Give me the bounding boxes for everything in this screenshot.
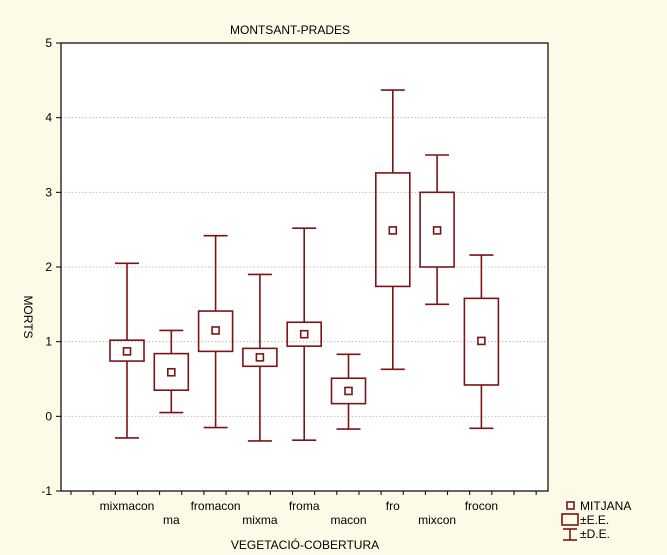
- y-axis: -1 0 1 2 3 4 5: [41, 36, 61, 498]
- mean-marker: [477, 336, 486, 346]
- legend: MITJANA±E.E.±D.E.: [561, 499, 631, 541]
- se-box: [242, 347, 278, 368]
- x-axis-label: VEGETACIÓ-COBERTURA: [231, 537, 379, 552]
- y-tick-label: 2: [45, 260, 52, 274]
- gridlines: [61, 117, 548, 417]
- x-tick-label: mixma: [242, 513, 278, 527]
- se-box: [286, 321, 323, 347]
- box-group: [242, 273, 278, 442]
- mean-marker: [167, 367, 176, 377]
- x-tick-label: fromacon: [191, 499, 241, 513]
- y-tick-label: 4: [45, 111, 52, 125]
- se-box: [330, 377, 367, 405]
- legend-mean-icon: [566, 501, 575, 510]
- box-group: [463, 254, 500, 430]
- box-group: [419, 154, 455, 306]
- mean-marker: [211, 326, 220, 335]
- chart-title: MONTSANT-PRADES: [230, 23, 350, 37]
- legend-sd-label: ±D.E.: [580, 527, 610, 541]
- se-box: [374, 172, 411, 288]
- x-tick-label: macon: [330, 513, 366, 527]
- x-tick-label: mixmacon: [100, 499, 155, 513]
- se-box: [197, 310, 234, 353]
- legend-mean-label: MITJANA: [580, 499, 631, 513]
- y-tick-label: 5: [45, 36, 52, 50]
- y-tick-label: -1: [41, 484, 52, 498]
- se-box: [419, 191, 455, 268]
- legend-se-label: ±E.E.: [580, 513, 609, 527]
- se-box: [153, 352, 190, 392]
- x-tick-label: fro: [386, 499, 400, 513]
- y-tick-label: 0: [45, 409, 52, 423]
- se-box: [463, 297, 500, 386]
- mean-marker: [255, 353, 265, 362]
- box-group: [286, 227, 323, 442]
- mean-marker: [344, 386, 353, 396]
- y-tick-label: 1: [45, 335, 52, 349]
- box-group: [374, 89, 411, 371]
- y-axis-label: MORTS: [21, 295, 35, 338]
- box-group: [197, 234, 234, 429]
- se-box: [109, 339, 145, 362]
- box-group: [153, 329, 190, 414]
- x-tick-label: mixcon: [418, 513, 456, 527]
- y-tick-label: 3: [45, 185, 52, 199]
- legend-se-icon: [561, 513, 579, 526]
- mean-marker: [122, 347, 132, 356]
- box-marks: [109, 89, 500, 442]
- mean-marker: [432, 226, 442, 235]
- x-tick-label: ma: [163, 513, 180, 527]
- box-group: [330, 353, 367, 430]
- box-group: [109, 262, 145, 439]
- mean-marker: [299, 329, 309, 339]
- x-tick-label: froma: [289, 499, 320, 513]
- x-tick-label: frocon: [465, 499, 498, 513]
- mean-marker: [388, 226, 398, 235]
